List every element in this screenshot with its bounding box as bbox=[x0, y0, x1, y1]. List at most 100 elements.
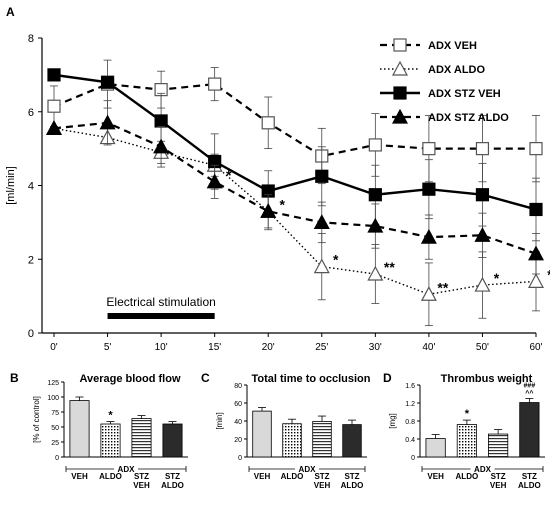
c-bar bbox=[342, 424, 362, 458]
a-data-point bbox=[45, 120, 63, 135]
a-legend-marker bbox=[393, 86, 407, 100]
d-y-axis-label: [mg] bbox=[388, 413, 397, 429]
b-bar bbox=[100, 423, 121, 458]
c-group-label-bg bbox=[295, 464, 319, 473]
b-group-label-bg bbox=[114, 464, 138, 473]
a-data-point bbox=[261, 116, 275, 130]
c-category-label: VEH bbox=[314, 481, 331, 490]
a-series-line bbox=[53, 121, 537, 255]
a-data-point bbox=[367, 217, 384, 233]
d-category-label: STZ bbox=[522, 472, 537, 481]
a-series-line bbox=[53, 73, 537, 211]
a-data-point bbox=[154, 114, 168, 128]
a-series-line bbox=[53, 127, 537, 296]
b-bar bbox=[69, 400, 90, 458]
b-y-tick-label: 50 bbox=[51, 425, 59, 432]
panel-title-b: Average blood flow bbox=[79, 373, 180, 385]
a-legend-label: ADX ALDO bbox=[428, 64, 485, 76]
a-data-point bbox=[313, 214, 330, 229]
d-y-tick-label: 0.4 bbox=[405, 437, 415, 444]
a-y-tick-label: 0 bbox=[28, 328, 34, 340]
panel-label-b: B bbox=[10, 371, 19, 385]
panel-title-c: Total time to occlusion bbox=[252, 373, 371, 385]
a-stimulation-label: Electrical stimulation bbox=[106, 295, 215, 309]
b-category-label: ALDO bbox=[99, 472, 122, 481]
b-category-label: ALDO bbox=[161, 481, 184, 490]
a-significance-mark: ** bbox=[384, 259, 395, 275]
a-significance-mark: * bbox=[333, 252, 339, 268]
panel-label-a: A bbox=[6, 5, 15, 19]
a-data-point bbox=[206, 173, 223, 189]
a-data-point bbox=[474, 227, 491, 242]
panel-title-d: Thrombus weight bbox=[441, 373, 533, 385]
a-legend-marker bbox=[391, 60, 409, 76]
a-legend-marker bbox=[393, 38, 407, 52]
c-y-tick-label: 40 bbox=[234, 419, 242, 426]
b-group-label: ADX bbox=[118, 465, 136, 474]
a-x-tick-label: 60' bbox=[529, 342, 542, 353]
a-significance-mark: * bbox=[279, 196, 285, 212]
c-category-label: STZ bbox=[314, 472, 329, 481]
b-y-tick-label: 75 bbox=[51, 410, 59, 417]
a-data-point bbox=[527, 245, 545, 261]
a-y-tick-label: 4 bbox=[28, 181, 34, 193]
b-y-axis-label: [% of control] bbox=[32, 396, 41, 443]
a-x-tick-label: 40' bbox=[422, 342, 435, 353]
a-data-point bbox=[99, 114, 116, 130]
a-significance-mark: * bbox=[494, 270, 500, 286]
c-y-axis-label: [min] bbox=[215, 412, 224, 429]
b-y-tick-label: 125 bbox=[47, 380, 59, 387]
a-x-tick-label: 20' bbox=[262, 342, 275, 353]
b-y-tick-label: 100 bbox=[47, 395, 59, 402]
d-significance-mark: ^^ bbox=[525, 390, 533, 398]
d-category-label: VEH bbox=[490, 481, 507, 490]
a-x-tick-label: 25' bbox=[315, 342, 328, 353]
a-legend-marker bbox=[391, 108, 409, 124]
a-data-point bbox=[475, 188, 490, 202]
b-bar bbox=[131, 418, 152, 458]
a-data-point bbox=[47, 68, 61, 82]
a-data-point bbox=[368, 138, 382, 152]
a-x-tick-label: 0' bbox=[50, 342, 58, 353]
a-y-tick-label: 6 bbox=[28, 107, 34, 119]
b-category-label: VEH bbox=[71, 472, 88, 481]
c-y-tick-label: 0 bbox=[238, 455, 242, 462]
d-category-label: ALDO bbox=[456, 472, 479, 481]
a-significance-mark: * bbox=[226, 167, 232, 183]
d-y-tick-label: 0 bbox=[411, 455, 415, 462]
a-data-point bbox=[367, 265, 384, 281]
d-category-label: STZ bbox=[491, 472, 506, 481]
b-category-label: STZ bbox=[165, 472, 180, 481]
d-y-tick-label: 1.2 bbox=[405, 401, 415, 408]
b-y-tick-label: 25 bbox=[51, 440, 59, 447]
d-y-tick-label: 0.8 bbox=[405, 419, 415, 426]
d-bar bbox=[456, 424, 477, 458]
c-group-label: ADX bbox=[299, 465, 317, 474]
d-group-label: ADX bbox=[474, 465, 492, 474]
c-category-label: ALDO bbox=[341, 481, 364, 490]
a-data-point bbox=[47, 99, 61, 113]
a-legend-label: ADX STZ ALDO bbox=[428, 112, 509, 124]
a-legend-label: ADX VEH bbox=[428, 40, 477, 52]
a-significance-mark: * bbox=[547, 266, 550, 282]
a-significance-mark: ** bbox=[437, 279, 448, 295]
d-bar bbox=[488, 433, 509, 458]
c-y-tick-label: 80 bbox=[234, 383, 242, 390]
a-data-point bbox=[313, 258, 330, 274]
a-data-point bbox=[100, 75, 115, 89]
c-category-label: VEH bbox=[254, 472, 271, 481]
d-group-label-bg bbox=[470, 464, 495, 473]
c-y-tick-label: 20 bbox=[234, 437, 242, 444]
d-significance-mark: * bbox=[465, 408, 470, 420]
a-data-point bbox=[529, 142, 543, 156]
b-category-label: VEH bbox=[133, 481, 150, 490]
a-data-point bbox=[527, 273, 545, 288]
a-data-point bbox=[420, 228, 437, 244]
a-data-point bbox=[153, 138, 170, 154]
c-category-label: STZ bbox=[344, 472, 359, 481]
a-y-tick-label: 2 bbox=[28, 254, 34, 266]
d-significance-mark: ### bbox=[524, 383, 536, 390]
a-data-point bbox=[420, 286, 437, 301]
c-bar bbox=[312, 421, 332, 458]
